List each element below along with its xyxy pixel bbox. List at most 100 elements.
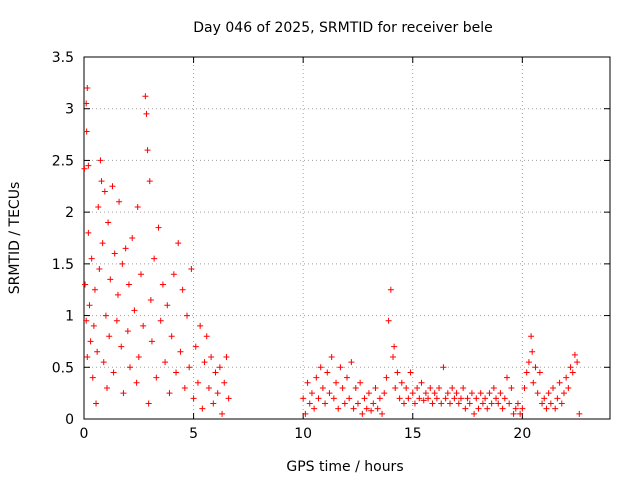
data-point <box>363 405 370 412</box>
data-point <box>464 395 471 402</box>
data-point <box>184 312 191 319</box>
data-point <box>190 395 197 402</box>
data-point <box>127 364 134 371</box>
data-point <box>394 369 401 376</box>
data-point <box>153 374 160 381</box>
data-point <box>514 400 521 407</box>
data-point <box>541 395 548 402</box>
data-point <box>510 410 517 417</box>
data-point <box>357 379 364 386</box>
data-point <box>346 395 353 402</box>
data-point <box>199 405 206 412</box>
data-point <box>137 271 144 278</box>
x-tick-label: 10 <box>294 426 312 442</box>
data-points <box>81 85 583 417</box>
data-point <box>455 400 462 407</box>
data-point <box>223 353 230 360</box>
data-point <box>148 338 155 345</box>
data-point <box>534 390 541 397</box>
data-point <box>98 178 105 185</box>
data-point <box>530 379 537 386</box>
data-point <box>317 364 324 371</box>
data-point <box>173 369 180 376</box>
data-point <box>392 384 399 391</box>
data-point <box>390 353 397 360</box>
data-point <box>387 286 394 293</box>
data-point <box>83 317 90 324</box>
data-point <box>197 322 204 329</box>
data-point <box>495 400 502 407</box>
y-tick-label: 0.5 <box>52 360 74 376</box>
data-point <box>91 286 98 293</box>
data-point <box>462 405 469 412</box>
data-point <box>556 379 563 386</box>
data-point <box>302 410 309 417</box>
data-point <box>354 400 361 407</box>
data-point <box>210 400 217 407</box>
data-point <box>225 395 232 402</box>
data-point <box>451 395 458 402</box>
data-point <box>381 390 388 397</box>
data-point <box>113 317 120 324</box>
data-point <box>479 400 486 407</box>
data-point <box>311 405 318 412</box>
data-point <box>418 379 425 386</box>
data-point <box>571 351 578 358</box>
data-point <box>468 390 475 397</box>
data-point <box>341 400 348 407</box>
data-point <box>405 395 412 402</box>
data-point <box>508 384 515 391</box>
data-point <box>497 390 504 397</box>
data-point <box>337 364 344 371</box>
y-tick-label: 3.5 <box>52 50 74 66</box>
data-point <box>95 203 102 210</box>
data-point <box>100 359 107 366</box>
data-point <box>539 400 546 407</box>
data-point <box>120 390 127 397</box>
data-point <box>170 271 177 278</box>
data-point <box>429 400 436 407</box>
data-point <box>306 400 313 407</box>
data-point <box>374 405 381 412</box>
data-point <box>493 395 500 402</box>
data-point <box>166 390 173 397</box>
data-point <box>521 384 528 391</box>
data-point <box>106 333 113 340</box>
data-point <box>407 369 414 376</box>
data-point <box>425 395 432 402</box>
data-point <box>124 328 131 335</box>
data-point <box>324 369 331 376</box>
data-point <box>203 333 210 340</box>
data-point <box>506 400 513 407</box>
data-point <box>420 397 427 404</box>
data-point <box>529 348 536 355</box>
data-point <box>157 317 164 324</box>
data-point <box>145 400 152 407</box>
data-point <box>370 400 377 407</box>
data-point <box>96 266 103 273</box>
data-point <box>525 359 532 366</box>
data-point <box>376 395 383 402</box>
data-point <box>536 369 543 376</box>
x-tick-label: 5 <box>189 426 198 442</box>
data-point <box>442 395 449 402</box>
data-point <box>88 255 95 262</box>
data-point <box>453 390 460 397</box>
data-point <box>122 245 129 252</box>
data-point <box>143 110 150 117</box>
data-point <box>110 369 117 376</box>
data-point <box>168 333 175 340</box>
data-point <box>89 374 96 381</box>
data-point <box>84 85 91 92</box>
data-point <box>383 374 390 381</box>
data-point <box>403 384 410 391</box>
chart-title: Day 046 of 2025, SRMTID for receiver bel… <box>193 20 492 36</box>
data-point <box>219 410 226 417</box>
data-point <box>109 183 116 190</box>
data-point <box>84 353 91 360</box>
data-point <box>519 405 526 412</box>
data-point <box>352 384 359 391</box>
data-point <box>159 281 166 288</box>
grid-lines <box>84 57 610 419</box>
